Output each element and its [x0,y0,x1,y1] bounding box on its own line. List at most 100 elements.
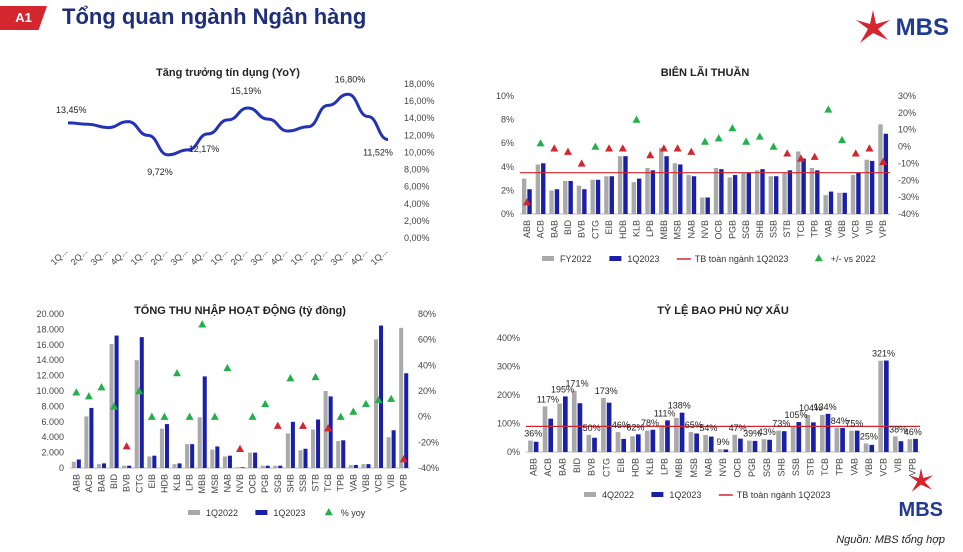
y-tick-label: 2% [501,185,514,195]
point-label: 9,72% [147,167,173,177]
bar-1Q2022 [172,464,177,468]
y-tick-label: 100% [497,419,520,429]
legend-label: 4Q2022 [602,490,634,500]
x-tick-label: TPB [810,220,820,238]
bar-1Q2023 [665,420,670,452]
bar-1Q2023 [366,464,371,468]
bar-4Q2022 [849,430,854,452]
data-label: 46% [904,427,922,437]
bar-1Q2023 [801,158,806,214]
x-tick-label: HDB [630,458,640,477]
marker-% yoy [374,395,383,404]
bar-1Q2023 [541,163,546,214]
x-tick-label: 3Q... [249,246,270,267]
point-label: 15,19% [231,86,262,96]
x-tick-label: 2Q... [309,246,330,267]
bar-1Q2022 [210,449,215,468]
bar-1Q2022 [84,416,89,468]
data-label: 171% [566,379,589,389]
bar-1Q2022 [373,339,379,468]
bar-FY2022 [713,167,719,214]
bar-1Q2022 [235,467,240,468]
legend-swatch [255,510,268,515]
x-tick-label: VIB [893,458,903,473]
bar-1Q2023 [76,459,81,468]
x-tick-label: BID [109,474,119,490]
bar-4Q2022 [790,426,796,452]
y-tick-label: 12.000 [36,371,64,381]
x-tick-label: SHB [285,474,295,493]
mbs-watermark-mark-icon [908,468,934,492]
bar-FY2022 [809,167,815,214]
marker-% yoy [273,421,282,429]
bar-1Q2023 [164,424,169,468]
data-label: 84% [831,416,849,426]
bar-1Q2023 [253,452,258,468]
x-tick-label: 3Q... [329,246,350,267]
bar-1Q2023 [562,396,568,452]
y-tick-label: 16.000 [36,340,64,350]
bar-FY2022 [645,167,650,214]
x-tick-label: 1Q... [209,246,230,267]
marker-+/- vs 2022 [591,142,600,150]
bar-1Q2022 [386,437,391,468]
marker-+/- vs 2022 [783,149,792,157]
data-label: 43% [758,427,776,437]
marker-% yoy [160,412,169,420]
x-tick-label: TCB [796,220,806,238]
bar-1Q2023 [190,444,195,468]
bar-4Q2022 [834,427,840,452]
bar-1Q2022 [248,452,253,468]
x-tick-label: NVB [235,474,245,493]
marker-% yoy [311,372,320,381]
x-tick-label: NVB [700,220,710,239]
bar-4Q2022 [717,449,723,452]
point-label: 13,45% [56,105,87,115]
bar-1Q2023 [825,413,831,452]
bar-1Q2023 [290,421,295,468]
x-tick-label: PGB [727,220,737,239]
marker-% yoy [336,412,345,420]
x-tick-label: VCB [374,474,384,493]
y2-tick-label: 80% [418,309,436,319]
x-tick-label: MSB [673,220,683,240]
x-tick-label: 2Q... [69,246,90,267]
marker-% yoy [248,412,257,420]
bar-1Q2023 [913,438,918,452]
data-label: 78% [641,418,659,428]
marker-+/- vs 2022 [742,137,751,145]
marker-+/- vs 2022 [605,144,614,152]
x-tick-label: PGB [747,458,757,477]
bar-4Q2022 [892,436,898,452]
bar-FY2022 [590,179,595,214]
bar-1Q2023 [884,360,889,452]
x-tick-label: OCB [714,220,724,240]
y2-tick-label: -40% [418,463,439,473]
legend-label: TB toàn ngành 1Q2023 [737,490,831,500]
bar-1Q2022 [273,465,278,468]
y-tick-label: 300% [497,362,520,372]
marker-+/- vs 2022 [851,149,860,157]
data-label: 75% [845,419,863,429]
bar-4Q2022 [528,440,533,452]
bar-4Q2022 [805,414,811,452]
x-tick-label: BVB [587,458,597,476]
marker-+/- vs 2022 [632,115,641,123]
marker-+/- vs 2022 [536,139,545,147]
bar-1Q2022 [298,450,303,468]
x-tick-label: SGB [273,474,283,493]
bar-1Q2023 [89,407,94,468]
bar-1Q2023 [101,463,107,468]
source-note: Nguồn: MBS tổng hợp [836,534,945,546]
y-tick-label: 8% [501,115,514,125]
bar-1Q2022 [197,417,202,468]
marker-+/- vs 2022 [550,144,559,152]
y-tick-label: 4,00% [404,199,430,209]
x-tick-label: VBB [864,458,874,476]
x-tick-label: SSB [769,220,779,238]
x-tick-label: MSB [210,474,220,494]
x-tick-label: VBB [837,220,847,238]
y-tick-label: 2.000 [41,448,64,458]
bar-1Q2022 [71,461,76,468]
x-tick-label: SGB [762,458,772,477]
